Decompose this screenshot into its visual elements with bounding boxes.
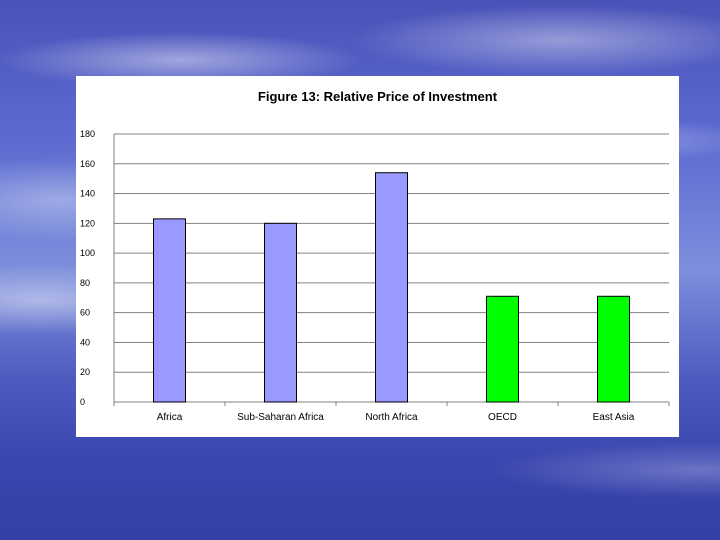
y-tick-label: 180 [80,129,95,139]
y-tick-label: 60 [80,308,90,318]
bar-africa [153,218,186,403]
x-tick-label: Sub-Saharan Africa [237,412,324,423]
bar-oecd [486,295,519,403]
x-tick-label: OECD [488,412,517,423]
chart-title: Figure 13: Relative Price of Investment [257,89,498,104]
y-tick-label: 20 [80,367,90,377]
y-tick-label: 140 [80,189,95,199]
bar-chart: 0 20 40 60 80 100 120 140 160 180 Africa Sub-Sahara… [80,129,670,423]
y-tick-label: 100 [80,248,95,258]
y-tick-label: 40 [80,337,90,347]
x-tick-label: North Africa [365,412,418,423]
y-tick-label: 0 [80,397,85,407]
bar-north-africa [375,172,408,403]
y-tick-label: 80 [80,278,90,288]
bar-east-asia [597,295,630,403]
y-tick-label: 160 [80,159,95,169]
x-tick-label: East Asia [593,412,635,423]
y-tick-label: 120 [80,218,95,228]
chart-panel: Figure 13: Relative Price of Investment … [76,76,679,437]
x-tick-label: Africa [157,412,183,423]
bar-sub-saharan-africa [264,222,297,403]
